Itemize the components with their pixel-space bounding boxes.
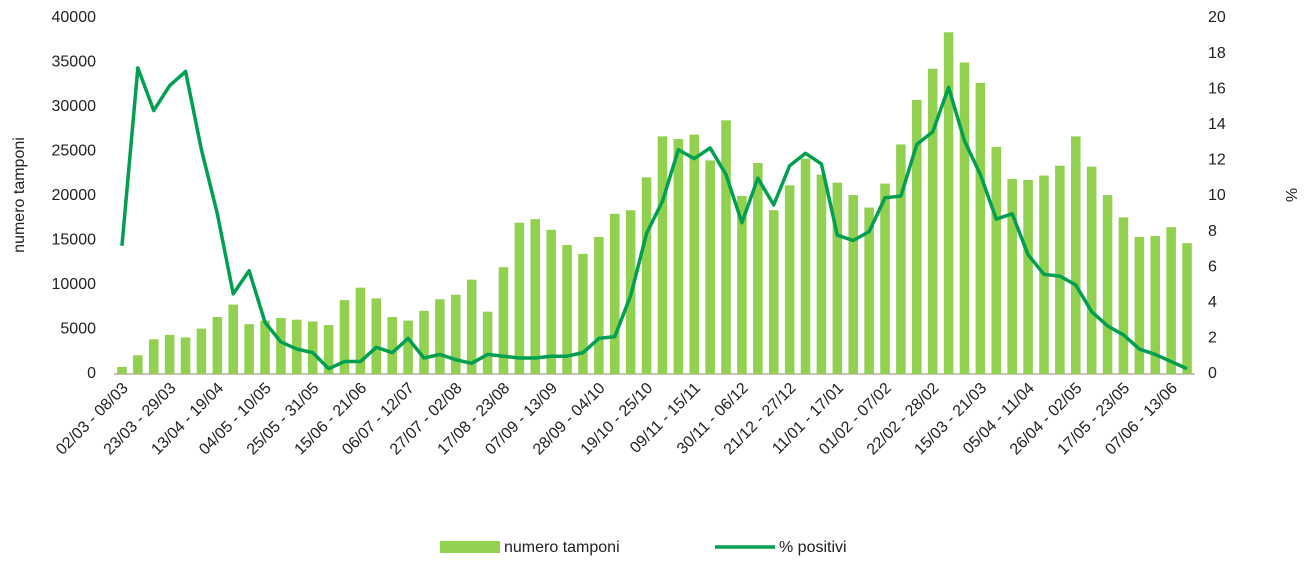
y2-tick-label: 6: [1208, 258, 1217, 275]
bar: [800, 158, 811, 374]
bar: [959, 62, 970, 374]
bar: [514, 222, 525, 374]
bar: [212, 317, 223, 374]
bar: [705, 160, 715, 374]
y-tick-label: 10000: [52, 276, 97, 293]
bar: [1102, 195, 1113, 374]
y-tick-label: 20000: [52, 187, 97, 204]
y-tick-label: 5000: [60, 321, 96, 338]
bar: [244, 324, 254, 374]
y-tick-label: 15000: [52, 232, 97, 249]
bar: [1055, 165, 1065, 374]
y2-tick-label: 20: [1208, 9, 1226, 26]
y-axis-title: numero tamponi: [11, 137, 28, 253]
bar: [403, 320, 413, 374]
bar: [943, 32, 954, 375]
bar: [753, 163, 763, 374]
bar: [164, 334, 175, 374]
bar: [1086, 166, 1097, 374]
bar: [816, 174, 827, 374]
bar: [1071, 136, 1081, 374]
bar: [451, 294, 461, 374]
legend-swatch: [440, 541, 500, 553]
bar: [371, 298, 382, 374]
bar: [546, 229, 556, 374]
bar: [1118, 217, 1129, 374]
bar: [260, 320, 270, 374]
bar: [530, 219, 541, 374]
bar: [419, 310, 429, 374]
y-tick-label: 40000: [52, 9, 97, 26]
bar: [387, 317, 397, 374]
bar: [991, 147, 1002, 374]
bar: [880, 183, 890, 374]
bar: [355, 287, 366, 374]
bar: [498, 267, 509, 374]
y2-tick-label: 14: [1208, 116, 1226, 133]
line: [120, 66, 1188, 371]
bar: [1182, 243, 1192, 374]
bar: [784, 185, 795, 374]
bar: [768, 210, 779, 374]
y-tick-label: 25000: [52, 143, 97, 160]
bar: [196, 328, 207, 374]
bar: [864, 207, 874, 374]
bar: [657, 136, 668, 374]
y2-tick-label: 10: [1208, 187, 1226, 204]
y2-tick-label: 2: [1208, 330, 1217, 347]
bar: [641, 177, 652, 374]
y2-axis-title: %: [1282, 188, 1299, 202]
bar: [180, 337, 191, 374]
bar: [1023, 179, 1033, 374]
bar: [927, 68, 938, 374]
legend-label: % positivi: [779, 539, 847, 556]
bar: [117, 366, 127, 374]
y2-tick-label: 16: [1208, 80, 1226, 97]
bar: [148, 339, 159, 374]
bar: [737, 196, 747, 374]
bar: [609, 213, 620, 374]
bar: [689, 134, 700, 374]
bar: [133, 355, 143, 374]
bar: [896, 144, 906, 374]
bar: [1166, 227, 1176, 374]
bar: [276, 317, 286, 374]
bar: [912, 99, 922, 374]
bar: [594, 236, 604, 374]
y2-tick-label: 8: [1208, 223, 1217, 240]
bar: [673, 139, 684, 374]
bar: [228, 304, 238, 374]
bar: [848, 195, 858, 374]
bar: [466, 279, 477, 374]
bar: [339, 300, 350, 374]
bar: [1150, 236, 1161, 374]
y2-tick-label: 12: [1208, 152, 1226, 169]
legend-label: numero tamponi: [504, 539, 620, 556]
bar: [578, 253, 588, 374]
y-tick-label: 0: [87, 365, 96, 382]
bar: [323, 325, 334, 374]
bar: [307, 321, 318, 374]
y2-tick-label: 4: [1208, 294, 1217, 311]
bar: [292, 319, 302, 374]
y2-tick-label: 18: [1208, 45, 1226, 62]
y-tick-label: 30000: [52, 98, 97, 115]
bar: [832, 182, 843, 374]
bar: [482, 311, 493, 374]
bar: [1007, 179, 1017, 374]
bar: [435, 299, 445, 374]
bar: [1134, 236, 1145, 374]
y2-tick-label: 0: [1208, 365, 1217, 382]
bar: [975, 82, 986, 374]
bar: [721, 120, 731, 374]
y-tick-label: 35000: [52, 54, 97, 71]
bar: [562, 244, 572, 374]
